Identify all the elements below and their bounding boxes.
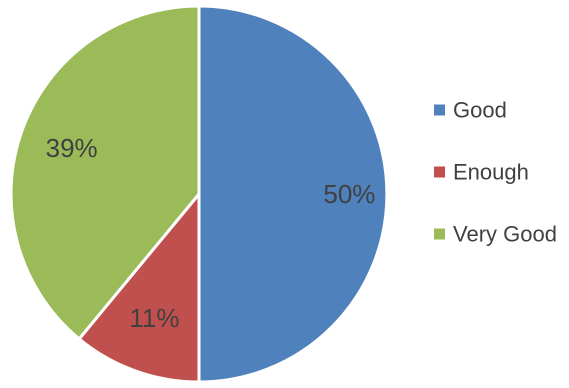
slice-label-enough: 11% bbox=[129, 303, 179, 333]
legend-item-very-good: Very Good bbox=[434, 222, 557, 247]
slice-label-good: 50% bbox=[323, 179, 375, 209]
pie-slices bbox=[9, 4, 389, 384]
slice-label-very-good: 39% bbox=[46, 133, 98, 163]
legend-label: Good bbox=[453, 98, 507, 123]
legend-swatch bbox=[434, 104, 445, 116]
legend-item-good: Good bbox=[434, 98, 507, 123]
pie-slice-good bbox=[197, 4, 389, 384]
pie-slice-enough bbox=[77, 192, 201, 384]
legend-swatch bbox=[434, 166, 445, 178]
legend: Good Enough Very Good bbox=[434, 98, 557, 247]
pie-slice-labels: 50% 11% 39% bbox=[46, 133, 376, 333]
legend-label: Enough bbox=[453, 160, 529, 185]
legend-label: Very Good bbox=[453, 222, 557, 247]
legend-swatch bbox=[434, 228, 445, 240]
pie-slice-very-good bbox=[9, 4, 201, 341]
legend-item-enough: Enough bbox=[434, 160, 529, 185]
